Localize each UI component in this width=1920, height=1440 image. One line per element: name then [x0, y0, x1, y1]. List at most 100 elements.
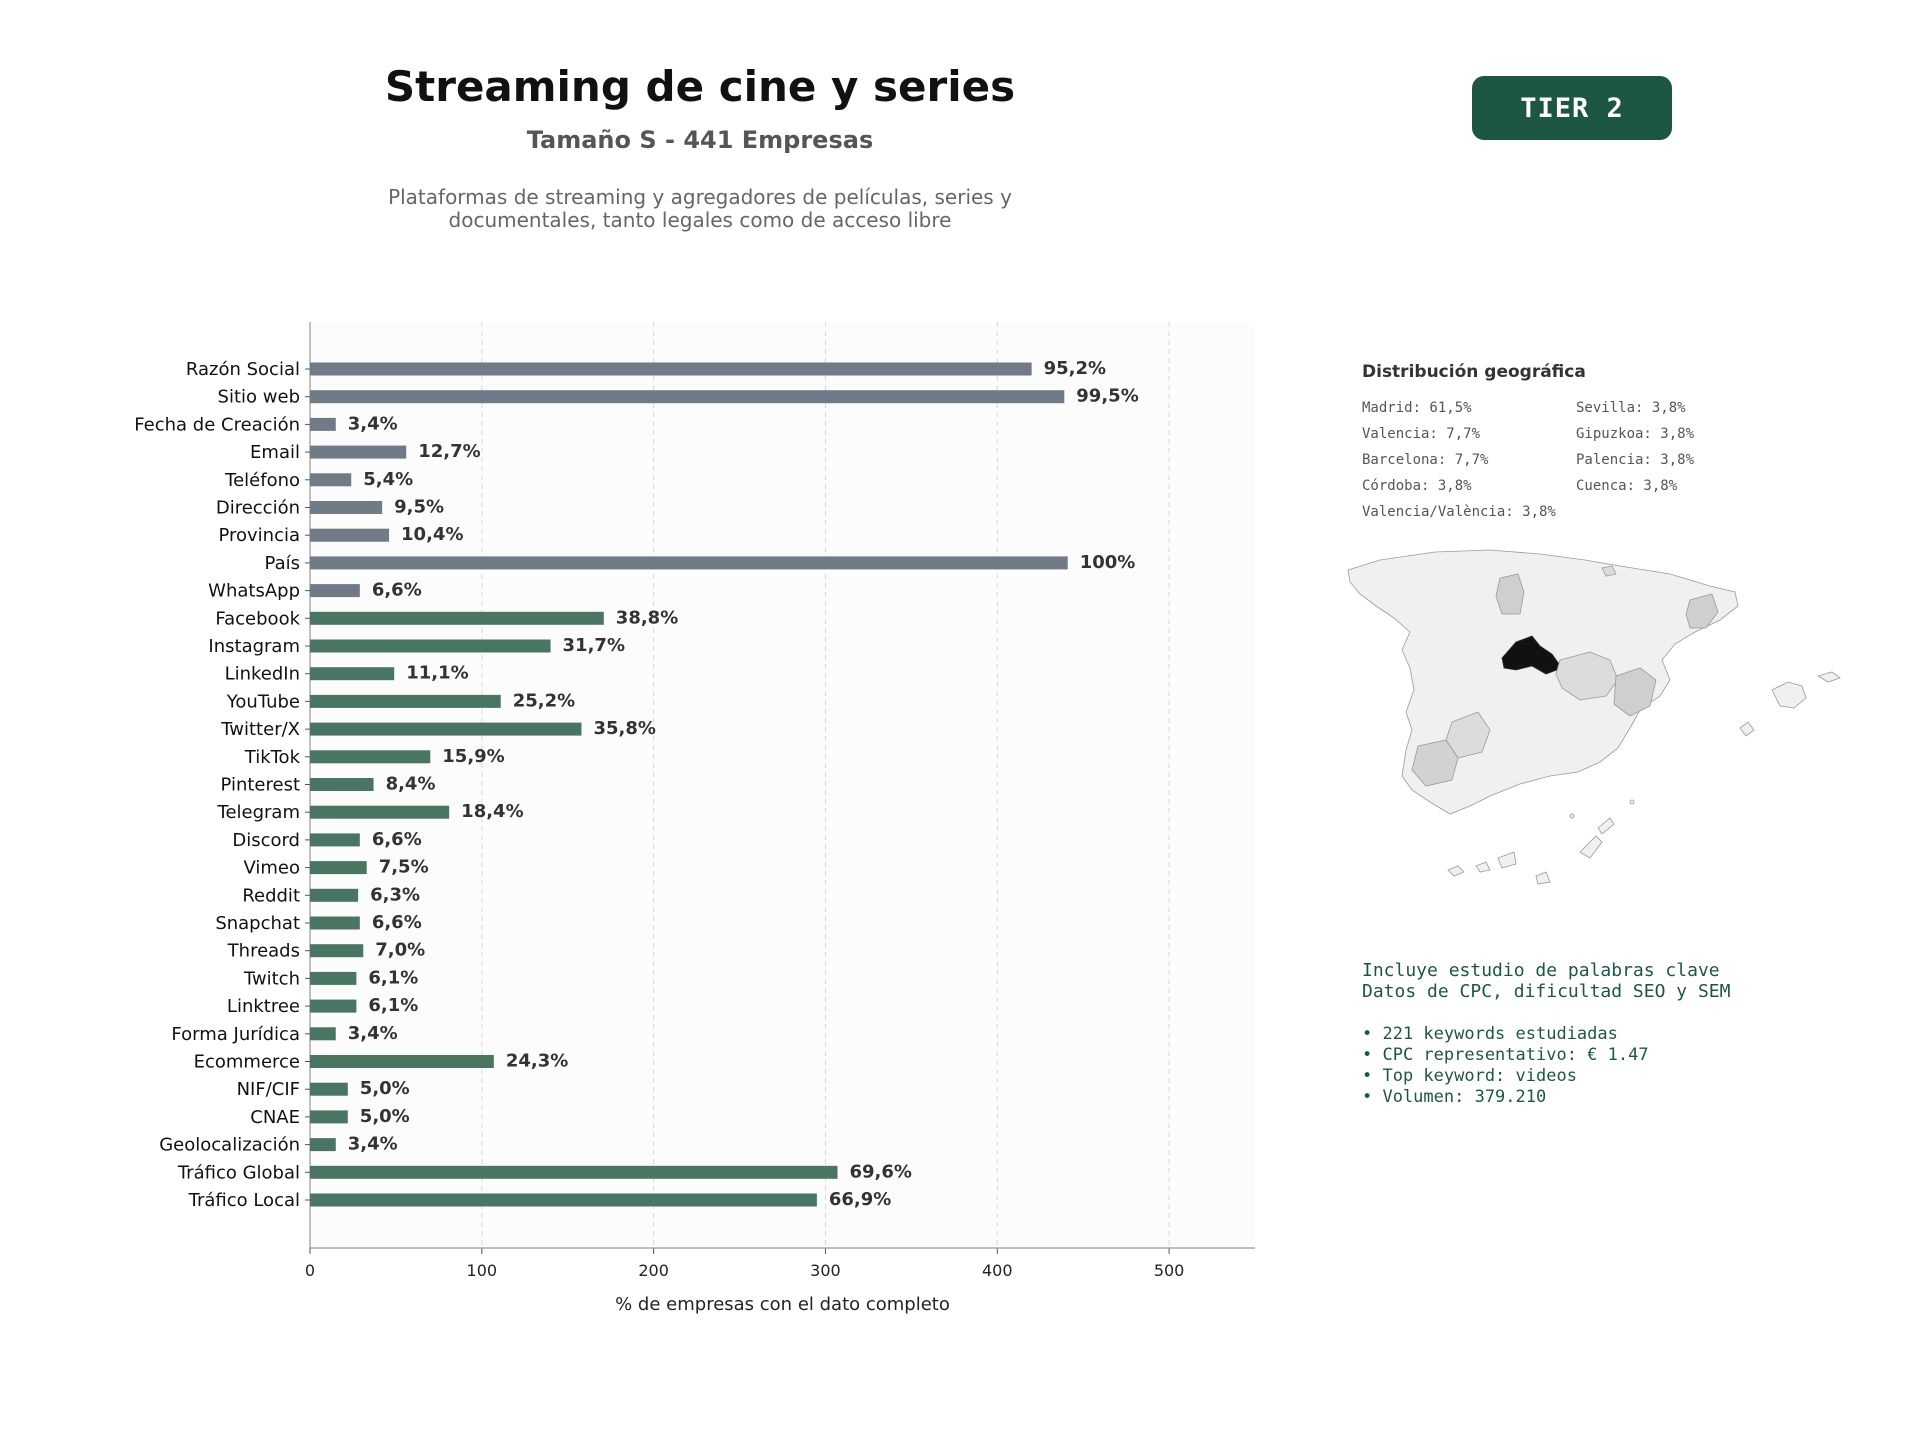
- keywords-bullet: • CPC representativo: € 1.47: [1362, 1045, 1649, 1065]
- data-label: 6,3%: [370, 884, 420, 905]
- category-label: Razón Social: [186, 359, 300, 380]
- data-label: 95,2%: [1044, 358, 1106, 379]
- x-tick-label: 300: [810, 1261, 841, 1280]
- bar-ecommerce: [310, 1055, 494, 1068]
- bar-tiktok: [310, 750, 431, 764]
- bar-razón-social: [310, 362, 1032, 376]
- data-label: 7,5%: [379, 857, 429, 878]
- bar-reddit: [310, 888, 359, 902]
- category-label: Forma Jurídica: [171, 1024, 300, 1045]
- bar-tráfico-global: [310, 1165, 838, 1179]
- bar-twitch: [310, 971, 357, 985]
- category-label: Facebook: [215, 608, 300, 629]
- keywords-intro-2: Datos de CPC, dificultad SEO y SEM: [1362, 981, 1731, 1002]
- bar-linkedin: [310, 667, 395, 681]
- category-label: LinkedIn: [225, 664, 300, 685]
- bar-vimeo: [310, 861, 367, 875]
- bar-threads: [310, 944, 364, 958]
- geo-title: Distribución geográfica: [1362, 362, 1586, 382]
- bar-email: [310, 445, 407, 459]
- bar-telegram: [310, 805, 450, 819]
- page-subtitle: Tamaño S - 441 Empresas: [526, 126, 874, 154]
- category-label: TikTok: [244, 747, 301, 768]
- data-label: 3,4%: [348, 1023, 398, 1044]
- bar-geolocalización: [310, 1138, 336, 1152]
- data-label: 8,4%: [386, 774, 436, 795]
- data-label: 6,1%: [368, 995, 418, 1016]
- category-label: Fecha de Creación: [134, 414, 300, 435]
- category-label: YouTube: [226, 691, 300, 712]
- geo-item: Madrid: 61,5%: [1362, 400, 1472, 416]
- category-label: Teléfono: [224, 470, 300, 491]
- map-gipuzkoa: [1601, 565, 1617, 577]
- category-label: Instagram: [208, 636, 300, 657]
- category-label: Geolocalización: [159, 1135, 300, 1156]
- data-label: 31,7%: [563, 635, 625, 656]
- bar-forma-jurídica: [310, 1027, 336, 1041]
- geo-item: Palencia: 3,8%: [1576, 452, 1695, 468]
- data-label: 3,4%: [348, 413, 398, 434]
- bar-cnae: [310, 1110, 348, 1124]
- bar-instagram: [310, 639, 551, 653]
- x-tick-label: 500: [1154, 1261, 1185, 1280]
- category-label: Sitio web: [218, 387, 300, 408]
- bar-sitio-web: [310, 390, 1065, 404]
- bar-teléfono: [310, 473, 352, 487]
- data-label: 35,8%: [593, 718, 655, 739]
- geo-item: Córdoba: 3,8%: [1362, 478, 1472, 494]
- data-label: 38,8%: [616, 607, 678, 628]
- category-label: País: [265, 553, 300, 574]
- data-label: 99,5%: [1076, 386, 1138, 407]
- category-label: Ecommerce: [194, 1052, 300, 1073]
- keywords-intro-1: Incluye estudio de palabras clave: [1362, 960, 1720, 981]
- category-label: Provincia: [218, 525, 300, 546]
- data-label: 69,6%: [849, 1161, 911, 1182]
- data-label: 18,4%: [461, 801, 523, 822]
- bar-país: [310, 556, 1068, 570]
- bar-snapchat: [310, 916, 360, 930]
- data-label: 5,0%: [360, 1106, 410, 1127]
- map-ibiza: [1739, 721, 1755, 737]
- map-mallorca: [1771, 681, 1807, 709]
- category-label: Twitter/X: [220, 719, 300, 740]
- data-label: 6,6%: [372, 912, 422, 933]
- geo-item: Cuenca: 3,8%: [1576, 478, 1678, 494]
- bar-pinterest: [310, 778, 374, 791]
- x-tick-label: 100: [467, 1261, 498, 1280]
- bar-linktree: [310, 999, 357, 1013]
- category-label: Email: [250, 442, 300, 463]
- category-label: Linktree: [227, 996, 300, 1017]
- bar-facebook: [310, 611, 604, 625]
- completeness-bar-chart: 0 100 200 300 400 500 % de empresas con el dat…: [134, 322, 1255, 1315]
- tier-badge: TIER 2: [1472, 76, 1672, 140]
- data-label: 11,1%: [406, 663, 468, 684]
- category-label: Tráfico Local: [188, 1190, 300, 1211]
- data-label: 10,4%: [401, 524, 463, 545]
- data-label: 6,1%: [368, 967, 418, 988]
- data-label: 3,4%: [348, 1134, 398, 1155]
- x-tick-label: 200: [638, 1261, 669, 1280]
- bar-youtube: [310, 694, 501, 708]
- category-label: NIF/CIF: [237, 1079, 300, 1100]
- plot-area: [310, 322, 1255, 1248]
- spain-map-icon: [1347, 549, 1841, 885]
- keywords-bullet: • Volumen: 379.210: [1362, 1087, 1547, 1107]
- geo-item: Valencia: 7,7%: [1362, 426, 1481, 442]
- data-label: 7,0%: [375, 940, 425, 961]
- bar-nif-cif: [310, 1082, 348, 1096]
- map-valencia: [1613, 667, 1657, 717]
- category-label: Vimeo: [243, 858, 300, 879]
- geo-item: Gipuzkoa: 3,8%: [1576, 426, 1695, 442]
- category-label: Discord: [232, 830, 300, 851]
- data-label: 6,6%: [372, 580, 422, 601]
- category-label: Twitch: [243, 968, 300, 989]
- bar-discord: [310, 833, 360, 847]
- data-label: 100%: [1080, 552, 1136, 573]
- category-label: WhatsApp: [208, 581, 300, 602]
- data-label: 24,3%: [506, 1051, 568, 1072]
- bar-twitter-x: [310, 722, 582, 736]
- keywords-bullet: • 221 keywords estudiadas: [1362, 1024, 1618, 1044]
- geo-item: Valencia/València: 3,8%: [1362, 504, 1556, 520]
- data-label: 66,9%: [829, 1189, 891, 1210]
- description-line-1: Plataformas de streaming y agregadores d…: [388, 185, 1012, 209]
